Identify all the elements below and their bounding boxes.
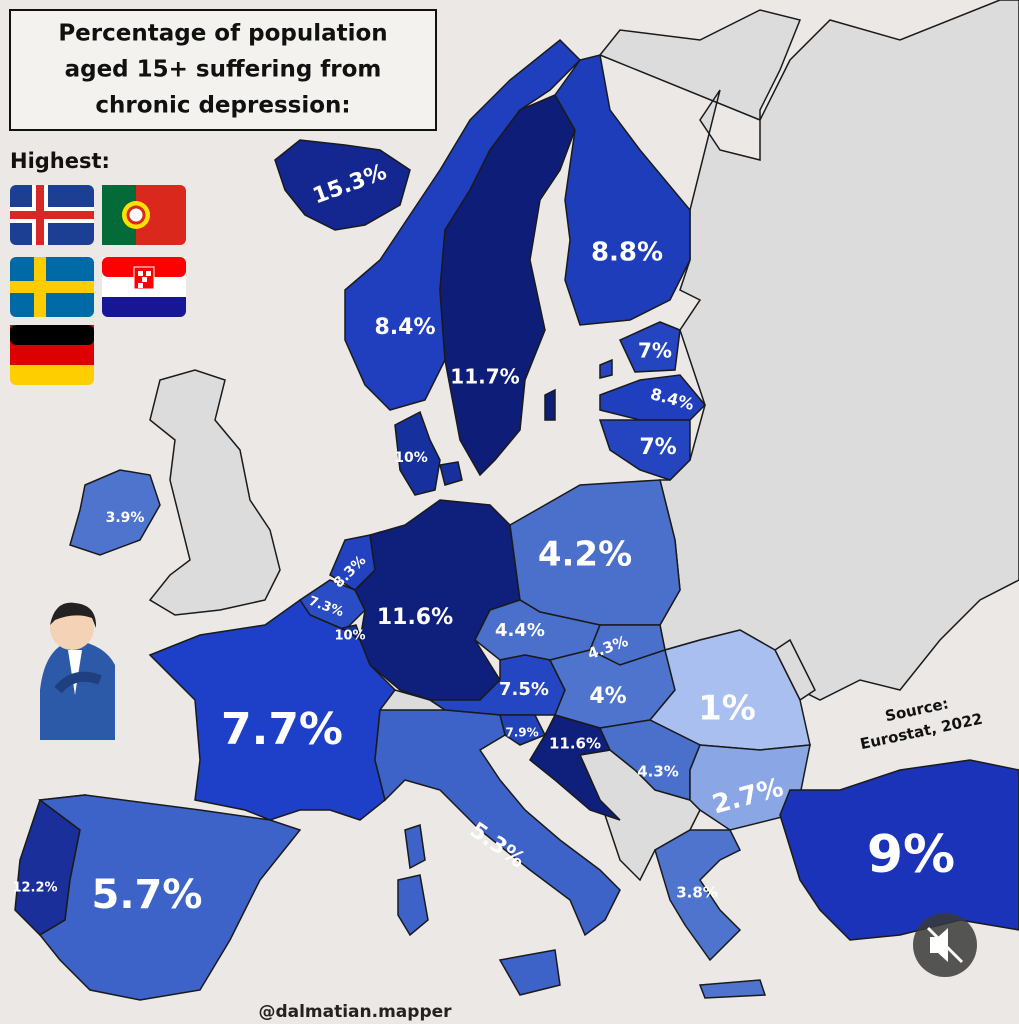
- country-label: 8.8%: [591, 238, 663, 268]
- country-label: 11.6%: [377, 605, 453, 630]
- country-label: 4.3%: [637, 763, 679, 781]
- country-label: 12.2%: [12, 881, 57, 896]
- flags: [10, 185, 186, 385]
- credit: @dalmatian.mapper: [258, 1002, 452, 1022]
- country-label: 3.8%: [676, 884, 718, 902]
- country-label: 7%: [638, 339, 672, 363]
- title-box: [9, 9, 437, 131]
- title-line: chronic depression:: [95, 93, 350, 119]
- country-label: 9%: [867, 825, 955, 885]
- country: [689, 744, 811, 831]
- country: [598, 419, 691, 481]
- country-label: 10%: [394, 450, 428, 466]
- country-label: 1%: [698, 689, 756, 729]
- country: [599, 374, 707, 421]
- country-label: 7.7%: [221, 704, 343, 755]
- country: [529, 714, 621, 821]
- country-label: 3.9%: [106, 510, 145, 526]
- person-icon: [40, 602, 115, 740]
- title-line: aged 15+ suffering from: [65, 57, 382, 83]
- regions: 15.3%8.4%11.7%8.8%7%8.4%7%10%3.9%8.3%7.3…: [12, 38, 1019, 1001]
- country-label: 11.7%: [450, 365, 519, 389]
- country-label: 5.7%: [92, 872, 203, 918]
- country-label: 8.4%: [374, 315, 435, 340]
- country-label: 11.6%: [549, 735, 601, 753]
- title-line: Percentage of population: [58, 21, 387, 47]
- country: [394, 410, 463, 496]
- title: Percentage of population aged 15+ suffer…: [58, 21, 387, 119]
- country-label: 4%: [589, 684, 626, 709]
- country: [554, 54, 691, 326]
- country: [779, 759, 1019, 941]
- country: [654, 829, 767, 999]
- uk: [148, 369, 281, 616]
- country-label: 4.4%: [495, 620, 545, 641]
- country: [69, 469, 161, 556]
- mute-button[interactable]: [913, 913, 977, 977]
- flag-sweden: [10, 257, 94, 317]
- flag-croatia: [102, 257, 186, 317]
- country-label: 10%: [334, 629, 365, 644]
- country-label: 7.9%: [505, 726, 538, 740]
- source: Source: Eurostat, 2022: [858, 694, 984, 753]
- country-label: 4.2%: [538, 535, 632, 575]
- country: [38, 794, 302, 1001]
- highest-label: Highest:: [10, 149, 110, 173]
- country: [439, 94, 576, 477]
- flag-iceland: [10, 185, 94, 245]
- country: [354, 499, 521, 701]
- flag-portugal: [102, 185, 186, 245]
- country-label: 7.5%: [499, 679, 549, 700]
- country: [274, 139, 411, 231]
- flag-germany: [10, 325, 94, 385]
- country-label: 7%: [639, 435, 676, 460]
- country: [599, 321, 681, 379]
- country: [374, 709, 621, 996]
